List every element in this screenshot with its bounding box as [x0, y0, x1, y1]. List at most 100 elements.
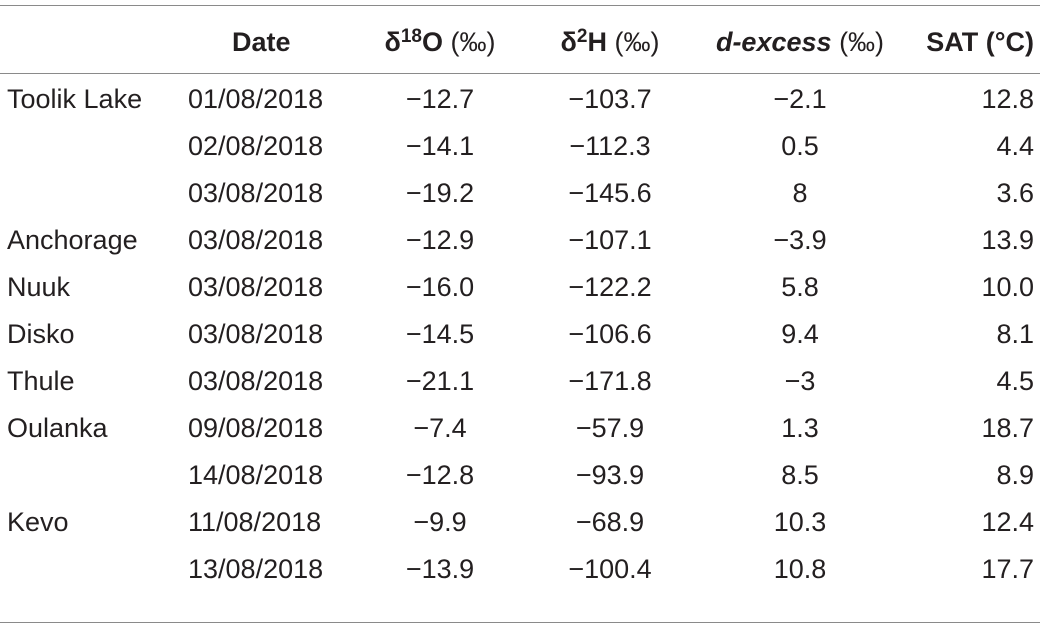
cell-date: 14/08/2018: [188, 460, 324, 490]
table-header: Date δ18O (‰) δ2H (‰) d-excess (‰) SAT (…: [0, 16, 1040, 68]
cell-site: Kevo: [7, 507, 69, 537]
cell-d-excess: −2.1: [773, 84, 827, 114]
table-top-rule: [0, 5, 1040, 6]
table-row: Disko 03/08/2018 −14.5 −106.6 9.4 8.1: [0, 311, 1040, 358]
cell-sat: 10.0: [981, 272, 1034, 302]
header-delta2h-sup: 2: [576, 26, 588, 47]
table-header-rule: [0, 73, 1040, 74]
cell-date: 02/08/2018: [188, 131, 324, 161]
cell-sat: 13.9: [981, 225, 1034, 255]
cell-site: [0, 123, 176, 170]
cell-delta18o: −12.8: [405, 460, 475, 490]
header-d-excess: d-excess (‰): [690, 16, 910, 68]
header-delta18o-suffix: O: [422, 27, 444, 57]
cell-date: 03/08/2018: [188, 225, 324, 255]
cell-site: Toolik Lake: [7, 84, 143, 114]
cell-site: Oulanka: [7, 413, 108, 443]
table-row: 02/08/2018 −14.1 −112.3 0.5 4.4: [0, 123, 1040, 170]
cell-delta2h: −171.8: [568, 366, 652, 396]
cell-delta2h: −145.6: [568, 178, 652, 208]
header-row: Date δ18O (‰) δ2H (‰) d-excess (‰) SAT (…: [0, 16, 1040, 68]
cell-delta18o: −16.0: [405, 272, 475, 302]
table-row: Anchorage 03/08/2018 −12.9 −107.1 −3.9 13.9: [0, 217, 1040, 264]
cell-delta2h: −68.9: [575, 507, 645, 537]
table-row: Kevo 11/08/2018 −9.9 −68.9 10.3 12.4: [0, 499, 1040, 546]
header-delta2h-suffix: H: [587, 27, 607, 57]
cell-sat: 4.4: [996, 131, 1034, 161]
cell-site: Disko: [7, 319, 75, 349]
header-delta2h: δ2H (‰): [530, 16, 690, 68]
header-d-excess-name: d-excess: [715, 27, 832, 57]
cell-site: Anchorage: [7, 225, 138, 255]
cell-sat: 12.4: [981, 507, 1034, 537]
cell-date: 09/08/2018: [188, 413, 324, 443]
cell-delta18o: −14.5: [405, 319, 475, 349]
cell-delta2h: −57.9: [575, 413, 645, 443]
cell-date: 03/08/2018: [188, 366, 324, 396]
cell-delta18o: −13.9: [405, 554, 475, 584]
header-delta18o: δ18O (‰): [350, 16, 530, 68]
cell-delta2h: −106.6: [568, 319, 652, 349]
cell-d-excess: 5.8: [781, 272, 819, 302]
cell-site: [0, 546, 176, 593]
cell-d-excess: 8.5: [781, 460, 819, 490]
table-body: Toolik Lake 01/08/2018 −12.7 −103.7 −2.1 12.8…: [0, 68, 1040, 593]
cell-date: 11/08/2018: [188, 507, 322, 537]
cell-sat: 18.7: [981, 413, 1034, 443]
header-delta18o-unit: (‰): [450, 27, 496, 57]
header-delta2h-prefix: δ: [560, 27, 577, 57]
cell-delta2h: −112.3: [569, 131, 651, 161]
cell-delta2h: −107.1: [568, 225, 652, 255]
table-row: Thule 03/08/2018 −21.1 −171.8 −3 4.5: [0, 358, 1040, 405]
cell-d-excess: 10.8: [773, 554, 827, 584]
cell-date: 01/08/2018: [188, 84, 324, 114]
table-bottom-rule: [0, 622, 1040, 623]
isotope-data-table: Date δ18O (‰) δ2H (‰) d-excess (‰) SAT (…: [0, 16, 1040, 593]
table-row: 14/08/2018 −12.8 −93.9 8.5 8.9: [0, 452, 1040, 499]
table-row: Oulanka 09/08/2018 −7.4 −57.9 1.3 18.7: [0, 405, 1040, 452]
cell-sat: 4.5: [996, 366, 1034, 396]
cell-delta18o: −14.1: [405, 131, 475, 161]
cell-delta2h: −103.7: [568, 84, 652, 114]
cell-d-excess: 0.5: [781, 131, 819, 161]
header-delta18o-sup: 18: [400, 26, 422, 47]
cell-d-excess: 8: [792, 178, 808, 208]
cell-sat: 8.9: [996, 460, 1034, 490]
cell-delta18o: −21.1: [405, 366, 475, 396]
header-d-excess-unit: (‰): [839, 27, 885, 57]
cell-date: 03/08/2018: [188, 178, 324, 208]
table-row: 03/08/2018 −19.2 −145.6 8 3.6: [0, 170, 1040, 217]
cell-sat: 12.8: [981, 84, 1034, 114]
cell-date: 03/08/2018: [188, 319, 324, 349]
header-delta2h-unit: (‰): [614, 27, 660, 57]
cell-date: 13/08/2018: [188, 554, 324, 584]
header-date: Date: [232, 27, 291, 57]
table-row: Toolik Lake 01/08/2018 −12.7 −103.7 −2.1 12.8: [0, 68, 1040, 123]
cell-delta18o: −9.9: [413, 507, 467, 537]
cell-d-excess: −3.9: [773, 225, 827, 255]
cell-date: 03/08/2018: [188, 272, 324, 302]
cell-delta18o: −12.7: [405, 84, 475, 114]
cell-d-excess: 1.3: [781, 413, 819, 443]
header-sat: SAT (°C): [926, 27, 1034, 57]
cell-delta2h: −100.4: [568, 554, 652, 584]
cell-delta18o: −7.4: [413, 413, 467, 443]
cell-sat: 8.1: [996, 319, 1034, 349]
header-site: [0, 16, 176, 68]
cell-d-excess: 10.3: [773, 507, 827, 537]
cell-sat: 3.6: [996, 178, 1034, 208]
cell-delta2h: −93.9: [575, 460, 645, 490]
cell-d-excess: 9.4: [781, 319, 819, 349]
cell-site: [0, 452, 176, 499]
header-delta18o-prefix: δ: [384, 27, 401, 57]
cell-site: Thule: [7, 366, 75, 396]
cell-site: [0, 170, 176, 217]
cell-d-excess: −3: [784, 366, 816, 396]
cell-sat: 17.7: [981, 554, 1034, 584]
cell-delta18o: −19.2: [405, 178, 475, 208]
cell-delta2h: −122.2: [568, 272, 652, 302]
cell-delta18o: −12.9: [405, 225, 475, 255]
table-row: 13/08/2018 −13.9 −100.4 10.8 17.7: [0, 546, 1040, 593]
cell-site: Nuuk: [7, 272, 71, 302]
table-row: Nuuk 03/08/2018 −16.0 −122.2 5.8 10.0: [0, 264, 1040, 311]
